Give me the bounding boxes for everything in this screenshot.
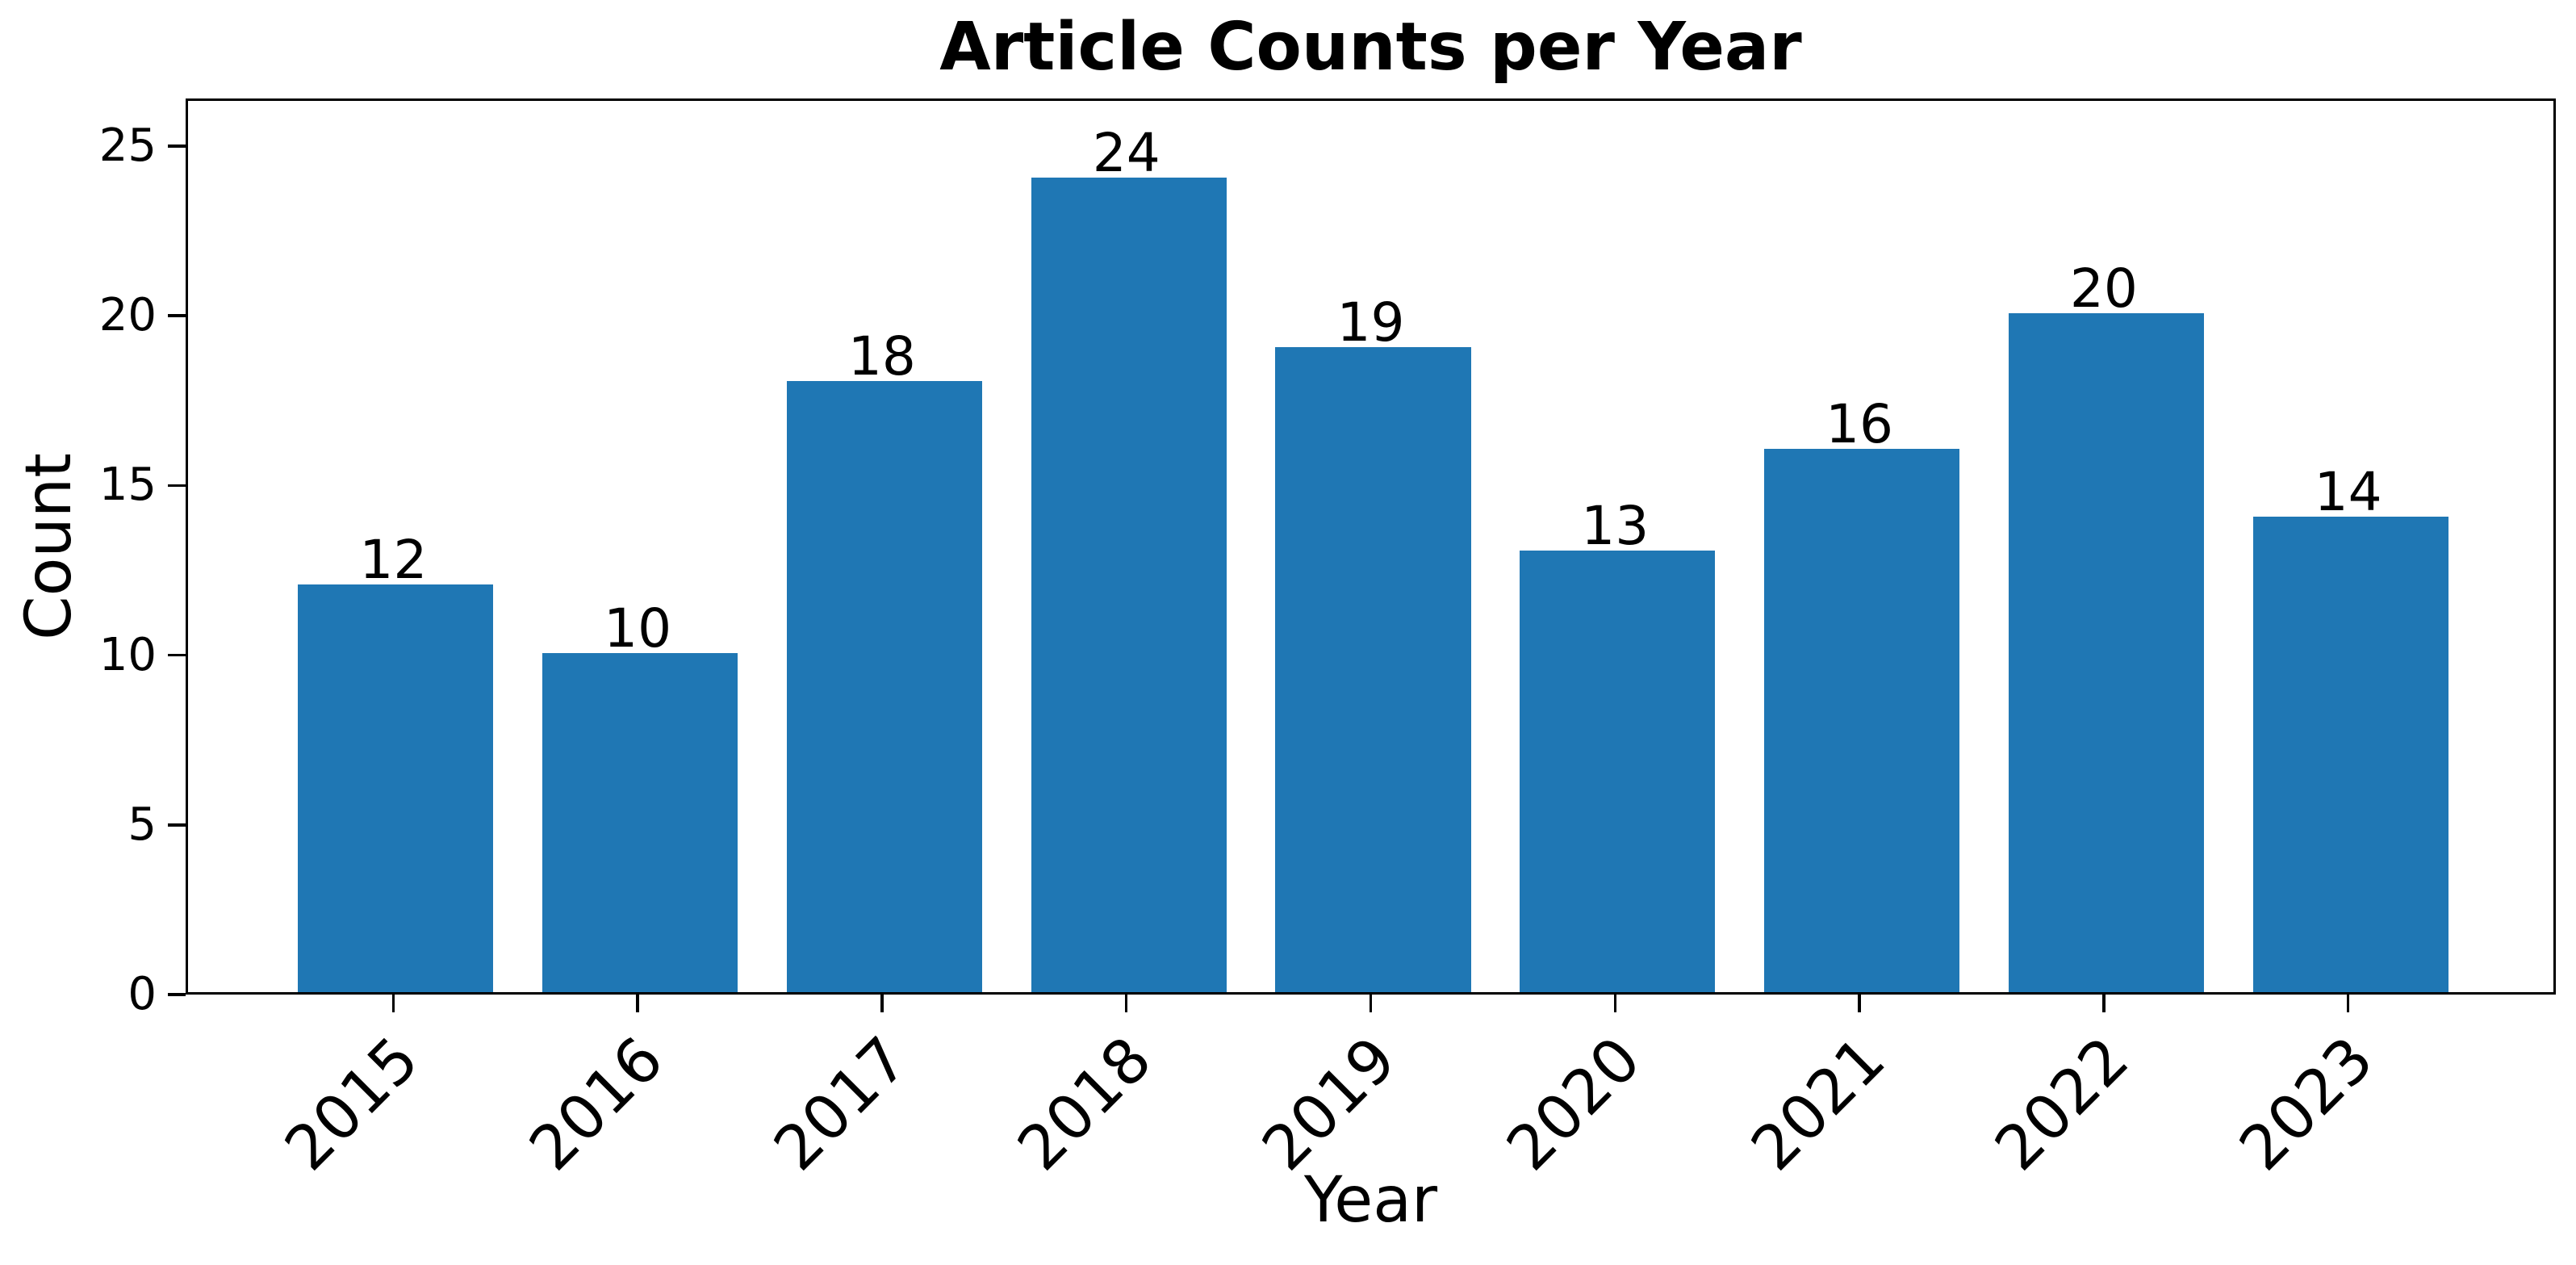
- bar-value-label: 16: [1825, 393, 1894, 456]
- bar-2016: [542, 652, 738, 992]
- y-tick-label: 20: [98, 289, 157, 342]
- x-tick-label: 2015: [270, 1023, 433, 1184]
- y-tick-label: 0: [128, 968, 157, 1020]
- bar-2022: [2008, 313, 2204, 992]
- x-tick-label: 2022: [1981, 1023, 2143, 1184]
- x-tick-label: 2021: [1737, 1023, 1899, 1184]
- bar-value-label: 19: [1336, 291, 1405, 354]
- y-tick-mark: [168, 484, 186, 488]
- y-tick-label: 5: [128, 798, 157, 851]
- y-tick-label: 15: [98, 459, 157, 512]
- bar-value-label: 10: [604, 597, 672, 660]
- x-tick-mark: [1613, 995, 1617, 1012]
- x-tick-mark: [391, 995, 395, 1012]
- x-tick-mark: [880, 995, 884, 1012]
- y-tick-mark: [168, 314, 186, 317]
- plot-area: [186, 98, 2556, 995]
- bar-value-label: 24: [1092, 121, 1160, 184]
- chart-title: Article Counts per Year: [939, 9, 1802, 86]
- x-tick-mark: [1369, 995, 1373, 1012]
- bar-value-label: 20: [2069, 258, 2138, 320]
- y-tick-label: 10: [98, 628, 157, 681]
- x-tick-label: 2016: [515, 1023, 677, 1184]
- bar-2018: [1031, 177, 1227, 992]
- y-tick-mark: [168, 993, 186, 996]
- bar-2021: [1763, 449, 1960, 992]
- x-tick-label: 2023: [2225, 1023, 2387, 1184]
- x-tick-label: 2017: [759, 1023, 921, 1184]
- x-tick-mark: [1858, 995, 1861, 1012]
- bar-value-label: 14: [2314, 461, 2382, 524]
- bar-2019: [1275, 347, 1471, 992]
- x-tick-mark: [1124, 995, 1128, 1012]
- y-tick-label: 25: [98, 119, 157, 172]
- bar-value-label: 18: [847, 325, 916, 388]
- x-tick-mark: [2102, 995, 2106, 1012]
- y-tick-mark: [168, 823, 186, 827]
- x-tick-label: 2020: [1492, 1023, 1654, 1184]
- x-axis-label: Year: [1303, 1164, 1438, 1237]
- y-tick-mark: [168, 145, 186, 148]
- bar-value-label: 13: [1581, 495, 1650, 558]
- bar-2015: [298, 584, 494, 992]
- x-tick-label: 2018: [1003, 1023, 1165, 1184]
- bar-value-label: 12: [359, 529, 428, 592]
- bar-2017: [786, 381, 983, 992]
- x-tick-mark: [636, 995, 639, 1012]
- x-tick-label: 2019: [1248, 1023, 1410, 1184]
- x-tick-mark: [2346, 995, 2350, 1012]
- bar-2023: [2252, 517, 2448, 992]
- bar-2020: [1520, 551, 1716, 992]
- y-tick-mark: [168, 653, 186, 657]
